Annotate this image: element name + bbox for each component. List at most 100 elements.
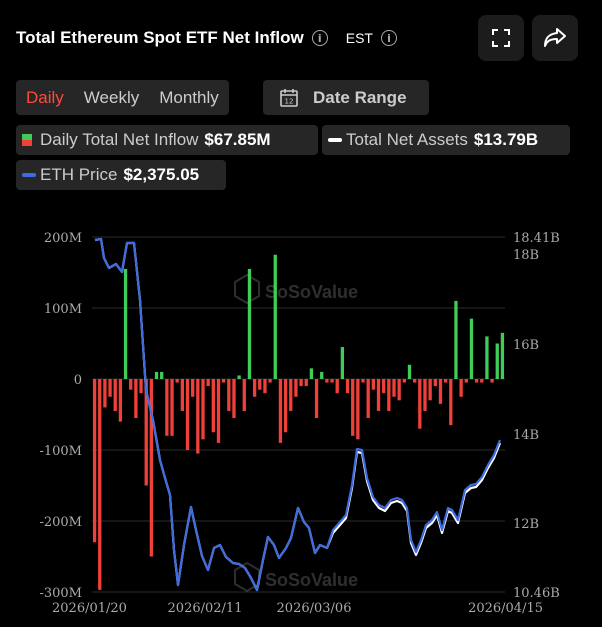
watermark-logo: SoSoValue <box>234 273 358 305</box>
inflow-bar <box>278 379 283 443</box>
period-tabs: Daily Weekly Monthly <box>16 80 229 115</box>
inflow-bar <box>108 379 112 397</box>
legend-inflow-value: $67.85M <box>204 130 271 149</box>
left-tick-label: -100M <box>39 444 82 459</box>
date-range-button[interactable]: 12 Date Range <box>263 80 429 115</box>
inflow-bar <box>144 379 148 486</box>
inflow-bar <box>129 379 133 390</box>
chart-lines <box>94 237 502 592</box>
inflow-bar <box>180 379 184 411</box>
watermark-logo: SoSoValue <box>234 561 358 593</box>
tab-weekly[interactable]: Weekly <box>83 88 140 107</box>
inflow-bar <box>376 379 381 411</box>
inflow-bars <box>92 254 505 590</box>
inflow-bar <box>247 268 252 379</box>
right-tick-label: 18.41B <box>513 231 560 246</box>
inflow-bar <box>433 379 437 387</box>
inflow-bar <box>361 379 365 383</box>
inflow-bar <box>340 347 345 379</box>
inflow-bar <box>335 379 339 394</box>
inflow-bar <box>242 379 246 411</box>
inflow-bar <box>227 379 231 411</box>
assets-line-icon <box>328 138 342 142</box>
right-tick-label: 18B <box>513 248 539 263</box>
legend-assets[interactable]: Total Net Assets $13.79B <box>322 125 570 155</box>
inflow-bar <box>221 379 226 383</box>
inflow-bar <box>438 379 443 404</box>
right-tick-label: 12B <box>513 517 539 532</box>
inflow-bar <box>237 375 241 379</box>
chart-watermark: SoSoValue SoSoValue <box>234 273 358 593</box>
legend-assets-value: $13.79B <box>473 130 539 149</box>
inflow-bar <box>273 254 277 379</box>
inflow-bar <box>443 379 448 383</box>
timezone-label: EST <box>345 30 373 46</box>
inflow-bar <box>123 268 128 379</box>
inflow-bar <box>500 332 505 379</box>
inflow-bar <box>154 371 159 379</box>
inflow-bar <box>258 379 262 390</box>
inflow-bar <box>402 379 406 383</box>
timezone-info-icon[interactable]: i <box>380 30 397 46</box>
legend-inflow[interactable]: Daily Total Net Inflow $67.85M <box>16 125 318 155</box>
header: Total Ethereum Spot ETF Net Inflow i EST… <box>16 26 397 50</box>
inflow-bar <box>113 379 117 411</box>
inflow-bar <box>397 379 401 401</box>
inflow-bar <box>366 379 370 419</box>
inflow-bar <box>299 379 303 387</box>
inflow-bar <box>459 379 463 397</box>
tab-monthly[interactable]: Monthly <box>159 88 219 107</box>
tab-daily[interactable]: Daily <box>26 88 64 107</box>
inflow-bar <box>283 379 288 433</box>
watermark-hexagon <box>234 273 260 305</box>
inflow-bar <box>304 379 308 387</box>
inflow-bar <box>413 379 417 383</box>
inflow-bar <box>330 379 334 383</box>
svg-text:12: 12 <box>285 97 294 105</box>
legend-price-value: $2,375.05 <box>123 165 200 184</box>
inflow-bar <box>98 379 102 590</box>
inflow-bar <box>418 379 422 429</box>
inflow-swatch-icon <box>22 134 32 146</box>
inflow-bar <box>428 379 432 401</box>
legend-price-label: ETH Price <box>40 165 118 184</box>
inflow-bar <box>103 379 107 408</box>
inflow-bar <box>191 379 195 397</box>
inflow-bar <box>175 379 179 383</box>
inflow-bar <box>356 379 360 440</box>
inflow-bar <box>320 371 324 379</box>
inflow-bar <box>454 300 458 379</box>
inflow-bar <box>495 343 499 379</box>
inflow-bar <box>118 379 123 422</box>
legend-price[interactable]: ETH Price $2,375.05 <box>16 160 226 190</box>
inflow-bar <box>387 379 391 411</box>
share-arrow-icon <box>544 28 566 47</box>
info-icon[interactable]: i <box>311 30 328 46</box>
inflow-bar <box>160 371 164 379</box>
inflow-bar <box>345 379 350 394</box>
inflow-bar <box>185 379 190 450</box>
right-tick-label: 16B <box>513 338 539 353</box>
inflow-bar <box>382 379 386 394</box>
x-tick-label: 2026/01/20 <box>52 601 127 616</box>
inflow-bar <box>490 379 494 383</box>
left-tick-label: 100M <box>44 302 82 317</box>
inflow-bar <box>92 379 97 543</box>
share-button[interactable] <box>532 15 578 61</box>
inflow-bar <box>211 379 215 433</box>
inflow-bar <box>165 379 169 436</box>
inflow-bar <box>206 379 210 387</box>
inflow-bar <box>392 379 396 397</box>
inflow-bar <box>449 379 453 426</box>
left-tick-label: 0 <box>74 373 82 388</box>
inflow-bar <box>263 379 267 394</box>
inflow-bar <box>252 379 257 397</box>
legend-assets-label: Total Net Assets <box>346 130 468 149</box>
left-tick-label: -300M <box>39 586 82 601</box>
watermark-text: SoSoValue <box>265 282 358 302</box>
inflow-bar <box>268 379 272 383</box>
page-title: Total Ethereum Spot ETF Net Inflow <box>16 28 304 47</box>
x-tick-label: 2026/02/11 <box>168 601 243 616</box>
inflow-bar <box>423 379 427 411</box>
fullscreen-button[interactable] <box>478 15 524 61</box>
